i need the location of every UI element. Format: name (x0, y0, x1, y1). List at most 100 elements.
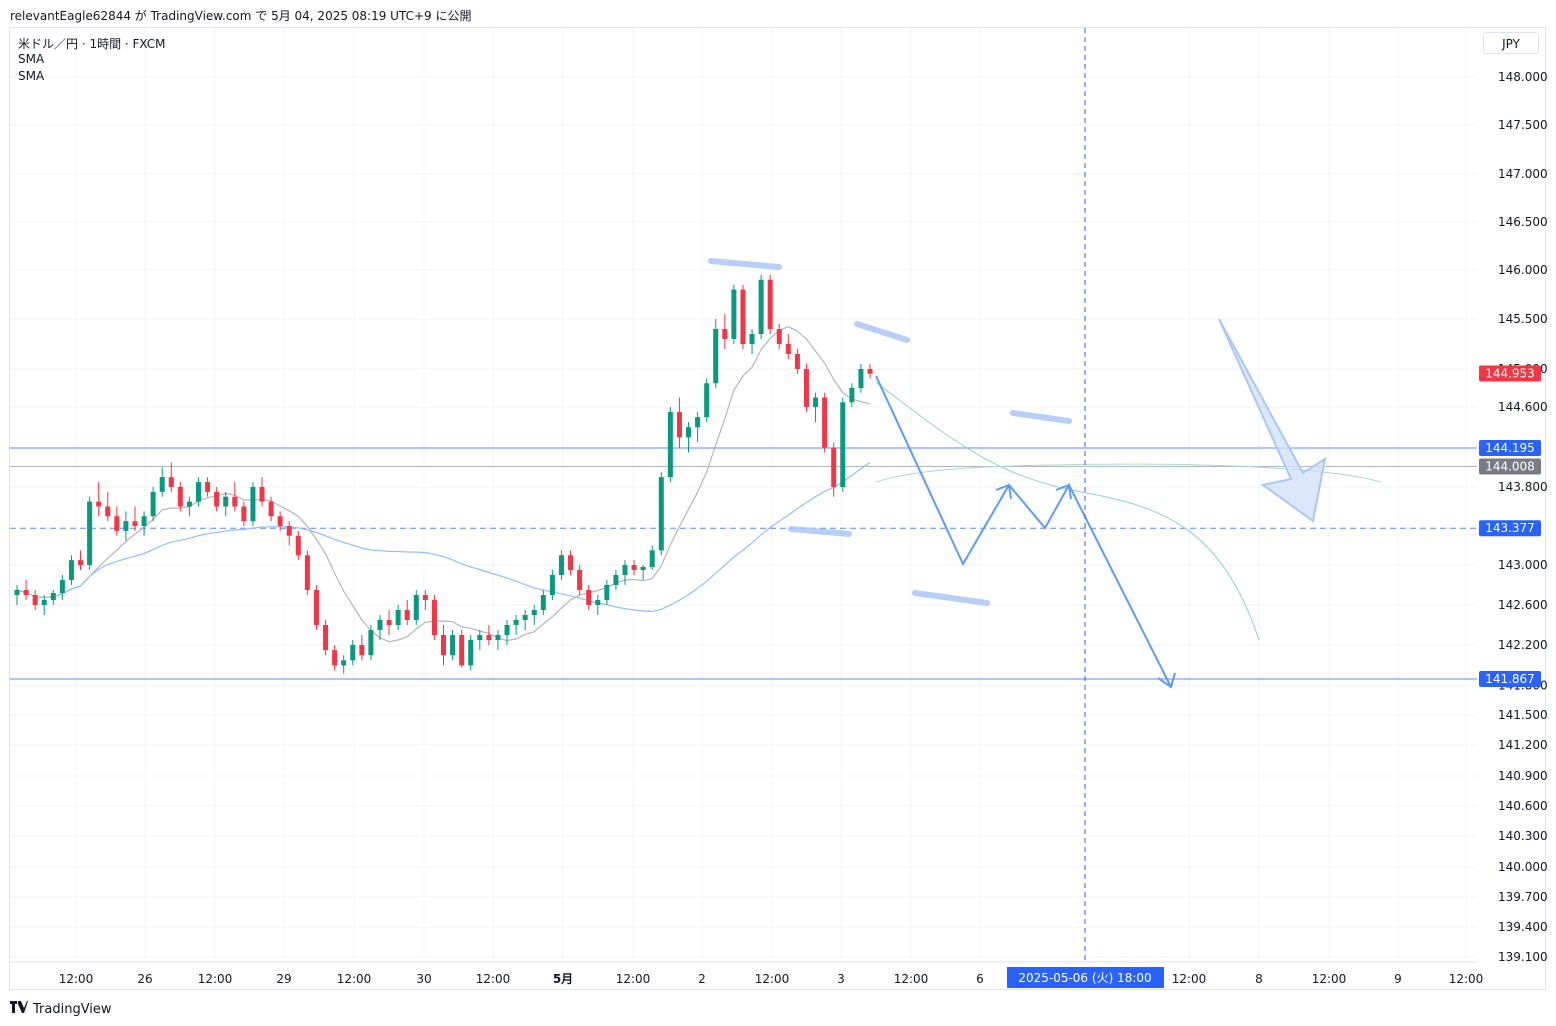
candle-body (540, 595, 546, 610)
time-tick-label: 12:00 (198, 972, 233, 986)
price-tick-label: 144.600 (1498, 400, 1547, 414)
candle-body (132, 521, 138, 526)
candle-body (59, 580, 65, 593)
candle-body (704, 383, 710, 418)
price-tick-label: 139.400 (1498, 920, 1547, 934)
time-tick-label: 29 (276, 972, 291, 986)
candle-body (431, 600, 437, 635)
price-tick-label: 142.200 (1498, 638, 1547, 652)
candle-body (114, 516, 120, 531)
time-tick-label: 12:00 (755, 972, 790, 986)
candle-body (159, 477, 165, 492)
price-badge-label: 141.867 (1485, 672, 1535, 686)
candle-body (205, 482, 211, 492)
candle-body (459, 635, 465, 666)
price-tick-label: 140.900 (1498, 769, 1547, 783)
price-tick-label: 143.800 (1498, 480, 1547, 494)
time-tick-label: 5月 (553, 972, 573, 986)
candle-body (840, 402, 846, 487)
chart-canvas[interactable]: 2025-05-06 (火) 18:00 148.000 147.500 147.0… (10, 28, 1547, 991)
footer-brand-label: TradingView (33, 1001, 112, 1017)
crosshair-time-label: 2025-05-06 (火) 18:00 (1018, 971, 1151, 985)
candle-body (713, 329, 719, 384)
time-axis[interactable]: 12:00 26 12:00 29 12:00 30 12:00 5月 12:00 2 12:00 3… (10, 961, 1484, 986)
candle-body (531, 610, 537, 615)
candle-body (277, 516, 283, 526)
price-badge (1479, 458, 1541, 475)
candle-body (758, 279, 764, 334)
candle-body (141, 516, 147, 526)
price-tick-label: 147.000 (1498, 167, 1547, 181)
price-tick-label: 141.200 (1498, 738, 1547, 752)
candle-body (123, 521, 129, 531)
candle-body (332, 650, 338, 666)
candle-body (794, 354, 800, 369)
user-drawings (708, 258, 1327, 689)
grid (10, 28, 1477, 961)
chart-frame[interactable]: 2025-05-06 (火) 18:00 148.000 147.500 147.0… (9, 27, 1547, 991)
candle-body (350, 645, 356, 661)
time-tick-label: 8 (1255, 972, 1263, 986)
price-badges: 144.953 144.195 144.008 143.377 141.867 (1479, 365, 1541, 687)
candle-body (568, 555, 574, 570)
candle-body (386, 620, 392, 625)
price-badge (1479, 520, 1541, 537)
time-tick-label: 12:00 (1449, 972, 1484, 986)
highlighter-stroke (854, 321, 910, 343)
candle-body (686, 427, 692, 438)
legend-symbol[interactable]: 米ドル／円 · 1時間 · FXCM (18, 37, 166, 51)
candle-body (595, 600, 601, 605)
candle-body (404, 610, 410, 620)
candle-body (649, 550, 655, 567)
crosshair-time-badge (1007, 967, 1164, 988)
legend-sma-2[interactable]: SMA (18, 69, 45, 83)
highlighter-stroke (1010, 410, 1072, 424)
price-badge-label: 144.953 (1485, 366, 1535, 380)
candle-body (558, 555, 564, 575)
time-tick-label: 12:00 (1172, 972, 1207, 986)
candle-body (504, 625, 510, 635)
price-tick-label: 140.300 (1498, 829, 1547, 843)
candle-body (577, 570, 583, 590)
candle-body (831, 447, 837, 487)
candle-body (849, 388, 855, 403)
candle-body (667, 412, 673, 478)
candle-body (640, 567, 646, 570)
legend-sma-1[interactable]: SMA (18, 52, 45, 66)
candle-body (586, 590, 592, 605)
candle-body (150, 491, 156, 517)
price-tick-label: 141.500 (1498, 708, 1547, 722)
candle-body (604, 585, 610, 600)
candle-body (223, 496, 229, 507)
sma-projection-short (875, 381, 1260, 641)
currency-selector[interactable]: JPY (1483, 32, 1539, 54)
candle-body (214, 491, 220, 507)
crosshair: 2025-05-06 (火) 18:00 (1007, 28, 1164, 988)
horizontal-lines (10, 447, 1477, 680)
price-axis[interactable]: 148.000 147.500 147.000 146.500 146.000 145.5… (1498, 70, 1547, 964)
time-tick-label: 6 (976, 972, 984, 986)
candle-body (803, 369, 809, 407)
price-tick-label: 140.000 (1498, 860, 1547, 874)
price-badge (1479, 440, 1541, 456)
candle-body (413, 595, 419, 620)
candles (14, 274, 873, 674)
candle-body (450, 635, 456, 656)
time-tick-label: 2 (698, 972, 706, 986)
footer-brand[interactable]: TradingView (10, 1001, 112, 1017)
candle-body (622, 565, 628, 575)
candle-body (731, 289, 737, 339)
forecast-arrowhead (1157, 672, 1176, 689)
candle-body (368, 630, 374, 656)
candle-body (468, 640, 474, 666)
price-badge-label: 144.195 (1485, 441, 1535, 455)
candle-body (395, 610, 401, 625)
sma-lines (16, 326, 1382, 643)
tradingview-logo-icon (10, 1001, 28, 1017)
candle-body (776, 329, 782, 344)
price-tick-label: 139.700 (1498, 890, 1547, 904)
candle-body (749, 334, 755, 344)
price-tick-label: 140.600 (1498, 799, 1547, 813)
candle-body (676, 412, 682, 438)
price-badge-label: 144.008 (1485, 459, 1535, 473)
